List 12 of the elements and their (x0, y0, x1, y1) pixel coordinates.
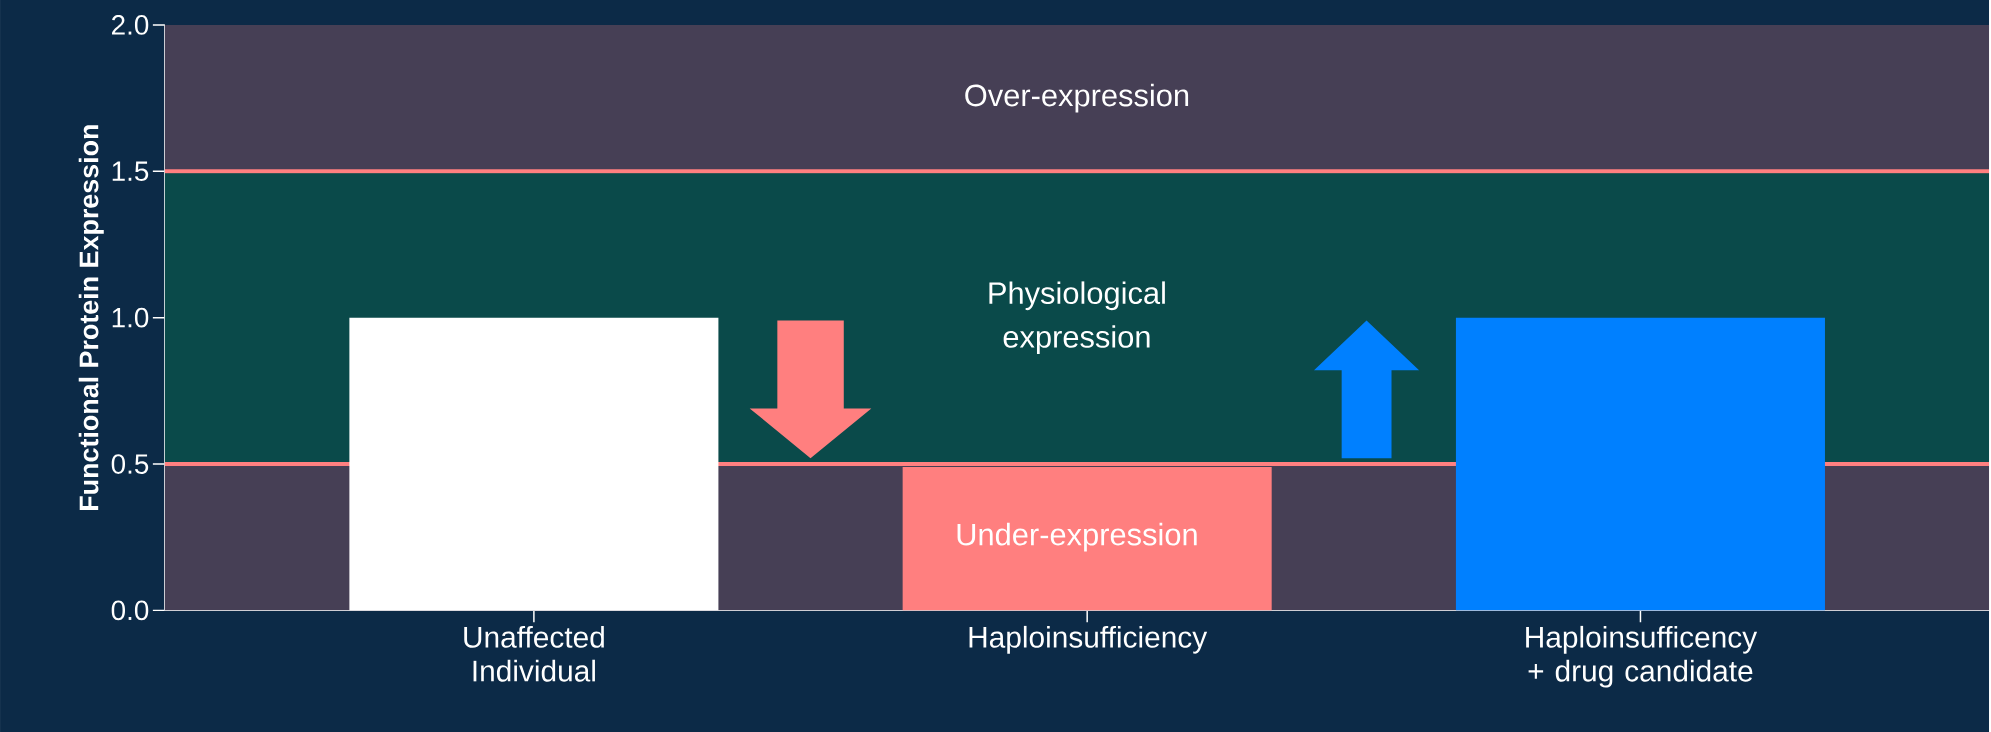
y-tick-label: 0.0 (111, 600, 149, 621)
y-tick-label: 1.5 (112, 161, 149, 181)
y-tick-label: 2.0 (112, 14, 149, 35)
x-tick-label: Unaffected Individual (464, 625, 604, 682)
x-tick-label: Haploinsufficency + drug candidate (1526, 625, 1758, 688)
y-axis-title: Functional Protein Expression (78, 125, 104, 510)
y-tick-label: 1.0 (112, 307, 149, 328)
band-label: Physiological expression (989, 281, 1165, 354)
x-tick-label: Haploinsufficiency (969, 625, 1208, 654)
band-label: Over-expression (965, 83, 1189, 113)
y-tick-label: 0.5 (111, 454, 149, 474)
band-label: Under-expression (957, 522, 1197, 552)
